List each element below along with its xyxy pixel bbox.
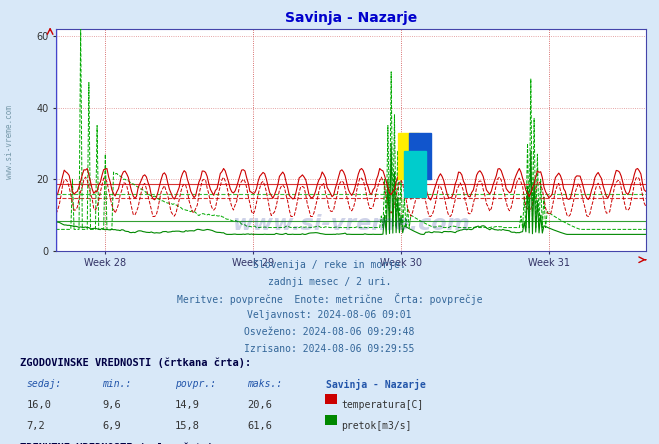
Text: TRENUTNE VREDNOSTI (polna črta):: TRENUTNE VREDNOSTI (polna črta): [20,443,219,444]
Text: zadnji mesec / 2 uri.: zadnji mesec / 2 uri. [268,277,391,287]
Text: 9,6: 9,6 [102,400,121,410]
Text: 7,2: 7,2 [26,421,45,432]
Text: pretok[m3/s]: pretok[m3/s] [341,421,412,432]
Text: min.:: min.: [102,379,132,389]
Text: Meritve: povprečne  Enote: metrične  Črta: povprečje: Meritve: povprečne Enote: metrične Črta:… [177,293,482,305]
Text: Osveženo: 2024-08-06 09:29:48: Osveženo: 2024-08-06 09:29:48 [244,327,415,337]
Text: ZGODOVINSKE VREDNOSTI (črtkana črta):: ZGODOVINSKE VREDNOSTI (črtkana črta): [20,357,251,368]
Text: Veljavnost: 2024-08-06 09:01: Veljavnost: 2024-08-06 09:01 [247,310,412,321]
Text: povpr.:: povpr.: [175,379,215,389]
Text: sedaj:: sedaj: [26,379,61,389]
Text: temperatura[C]: temperatura[C] [341,400,424,410]
Text: 16,0: 16,0 [26,400,51,410]
Text: 61,6: 61,6 [247,421,272,432]
Bar [409,133,430,179]
Text: Izrisano: 2024-08-06 09:29:55: Izrisano: 2024-08-06 09:29:55 [244,344,415,354]
Bar [405,151,426,197]
Text: Slovenija / reke in morje.: Slovenija / reke in morje. [253,260,406,270]
Bar [398,133,419,179]
Title: Savinja - Nazarje: Savinja - Nazarje [285,11,417,25]
Text: maks.:: maks.: [247,379,282,389]
Text: 20,6: 20,6 [247,400,272,410]
Text: www.si-vreme.com: www.si-vreme.com [5,105,14,179]
Text: www.si-vreme.com: www.si-vreme.com [232,214,470,234]
Text: 14,9: 14,9 [175,400,200,410]
Text: 6,9: 6,9 [102,421,121,432]
Text: Savinja - Nazarje: Savinja - Nazarje [326,379,426,390]
Text: 15,8: 15,8 [175,421,200,432]
